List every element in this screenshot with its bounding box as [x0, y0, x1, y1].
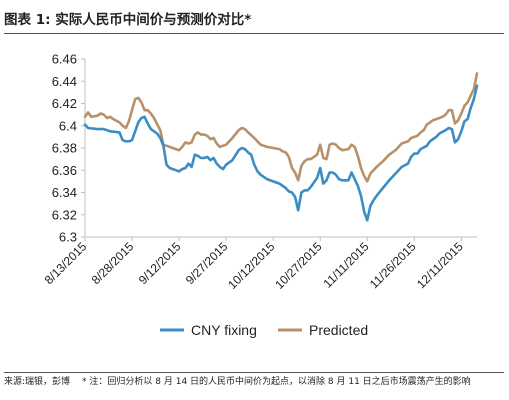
x-tick-label: 11/11/2015 — [320, 239, 371, 290]
x-tick-label: 8/13/2015 — [42, 239, 90, 287]
figure-title: 图表 1: 实际人民币中间价与预测价对比* — [4, 12, 252, 28]
y-tick-label: 6.4 — [59, 118, 77, 133]
y-tick-label: 6.34 — [52, 185, 77, 200]
y-tick-label: 6.32 — [52, 207, 77, 222]
y-tick-label: 6.44 — [52, 74, 77, 89]
legend-predicted-label: Predicted — [309, 322, 368, 338]
x-tick-label: 11/26/2015 — [367, 239, 419, 291]
legend: CNY fixing Predicted — [160, 322, 368, 338]
title-divider — [4, 33, 504, 34]
y-tick-label: 6.42 — [52, 96, 77, 111]
x-tick-label: 10/12/2015 — [225, 239, 278, 292]
y-axis-ticks: 6.46 6.44 6.42 6.4 6.38 6.36 6.34 6.32 6.3 — [52, 52, 85, 245]
plot-area — [84, 59, 477, 238]
footnote: 来源:瑞银，彭博 * 注：回归分析以 8 月 14 日的人民币中间价为起点，以消除… — [4, 376, 504, 388]
series-lines — [83, 72, 479, 222]
y-tick-label: 6.46 — [52, 52, 77, 67]
line-chart: 6.46 6.44 6.42 6.4 6.38 6.36 6.34 6.32 6.3 8/13/… — [42, 52, 479, 338]
x-tick-label: 10/27/2015 — [272, 239, 325, 292]
source-text: 来源:瑞银，彭博 — [4, 377, 71, 387]
footer-divider — [4, 372, 504, 373]
x-axis-ticks: 8/13/2015 8/28/2015 9/12/2015 9/27/201510/1… — [42, 237, 466, 292]
y-tick-label: 6.3 — [59, 230, 77, 245]
x-tick-label: 8/28/2015 — [89, 239, 137, 287]
y-tick-label: 6.36 — [52, 163, 77, 178]
predicted-line — [83, 72, 479, 183]
y-tick-label: 6.38 — [52, 141, 77, 156]
x-tick-label: 9/27/2015 — [183, 239, 231, 287]
note-text: * 注：回归分析以 8 月 14 日的人民币中间价为起点，以消除 8 月 11 … — [82, 377, 471, 387]
legend-cny-fixing-label: CNY fixing — [191, 322, 257, 338]
x-tick-label: 9/12/2015 — [136, 239, 184, 287]
x-tick-label: 12/11/2015 — [414, 239, 466, 291]
cny-fixing-line — [83, 84, 479, 222]
